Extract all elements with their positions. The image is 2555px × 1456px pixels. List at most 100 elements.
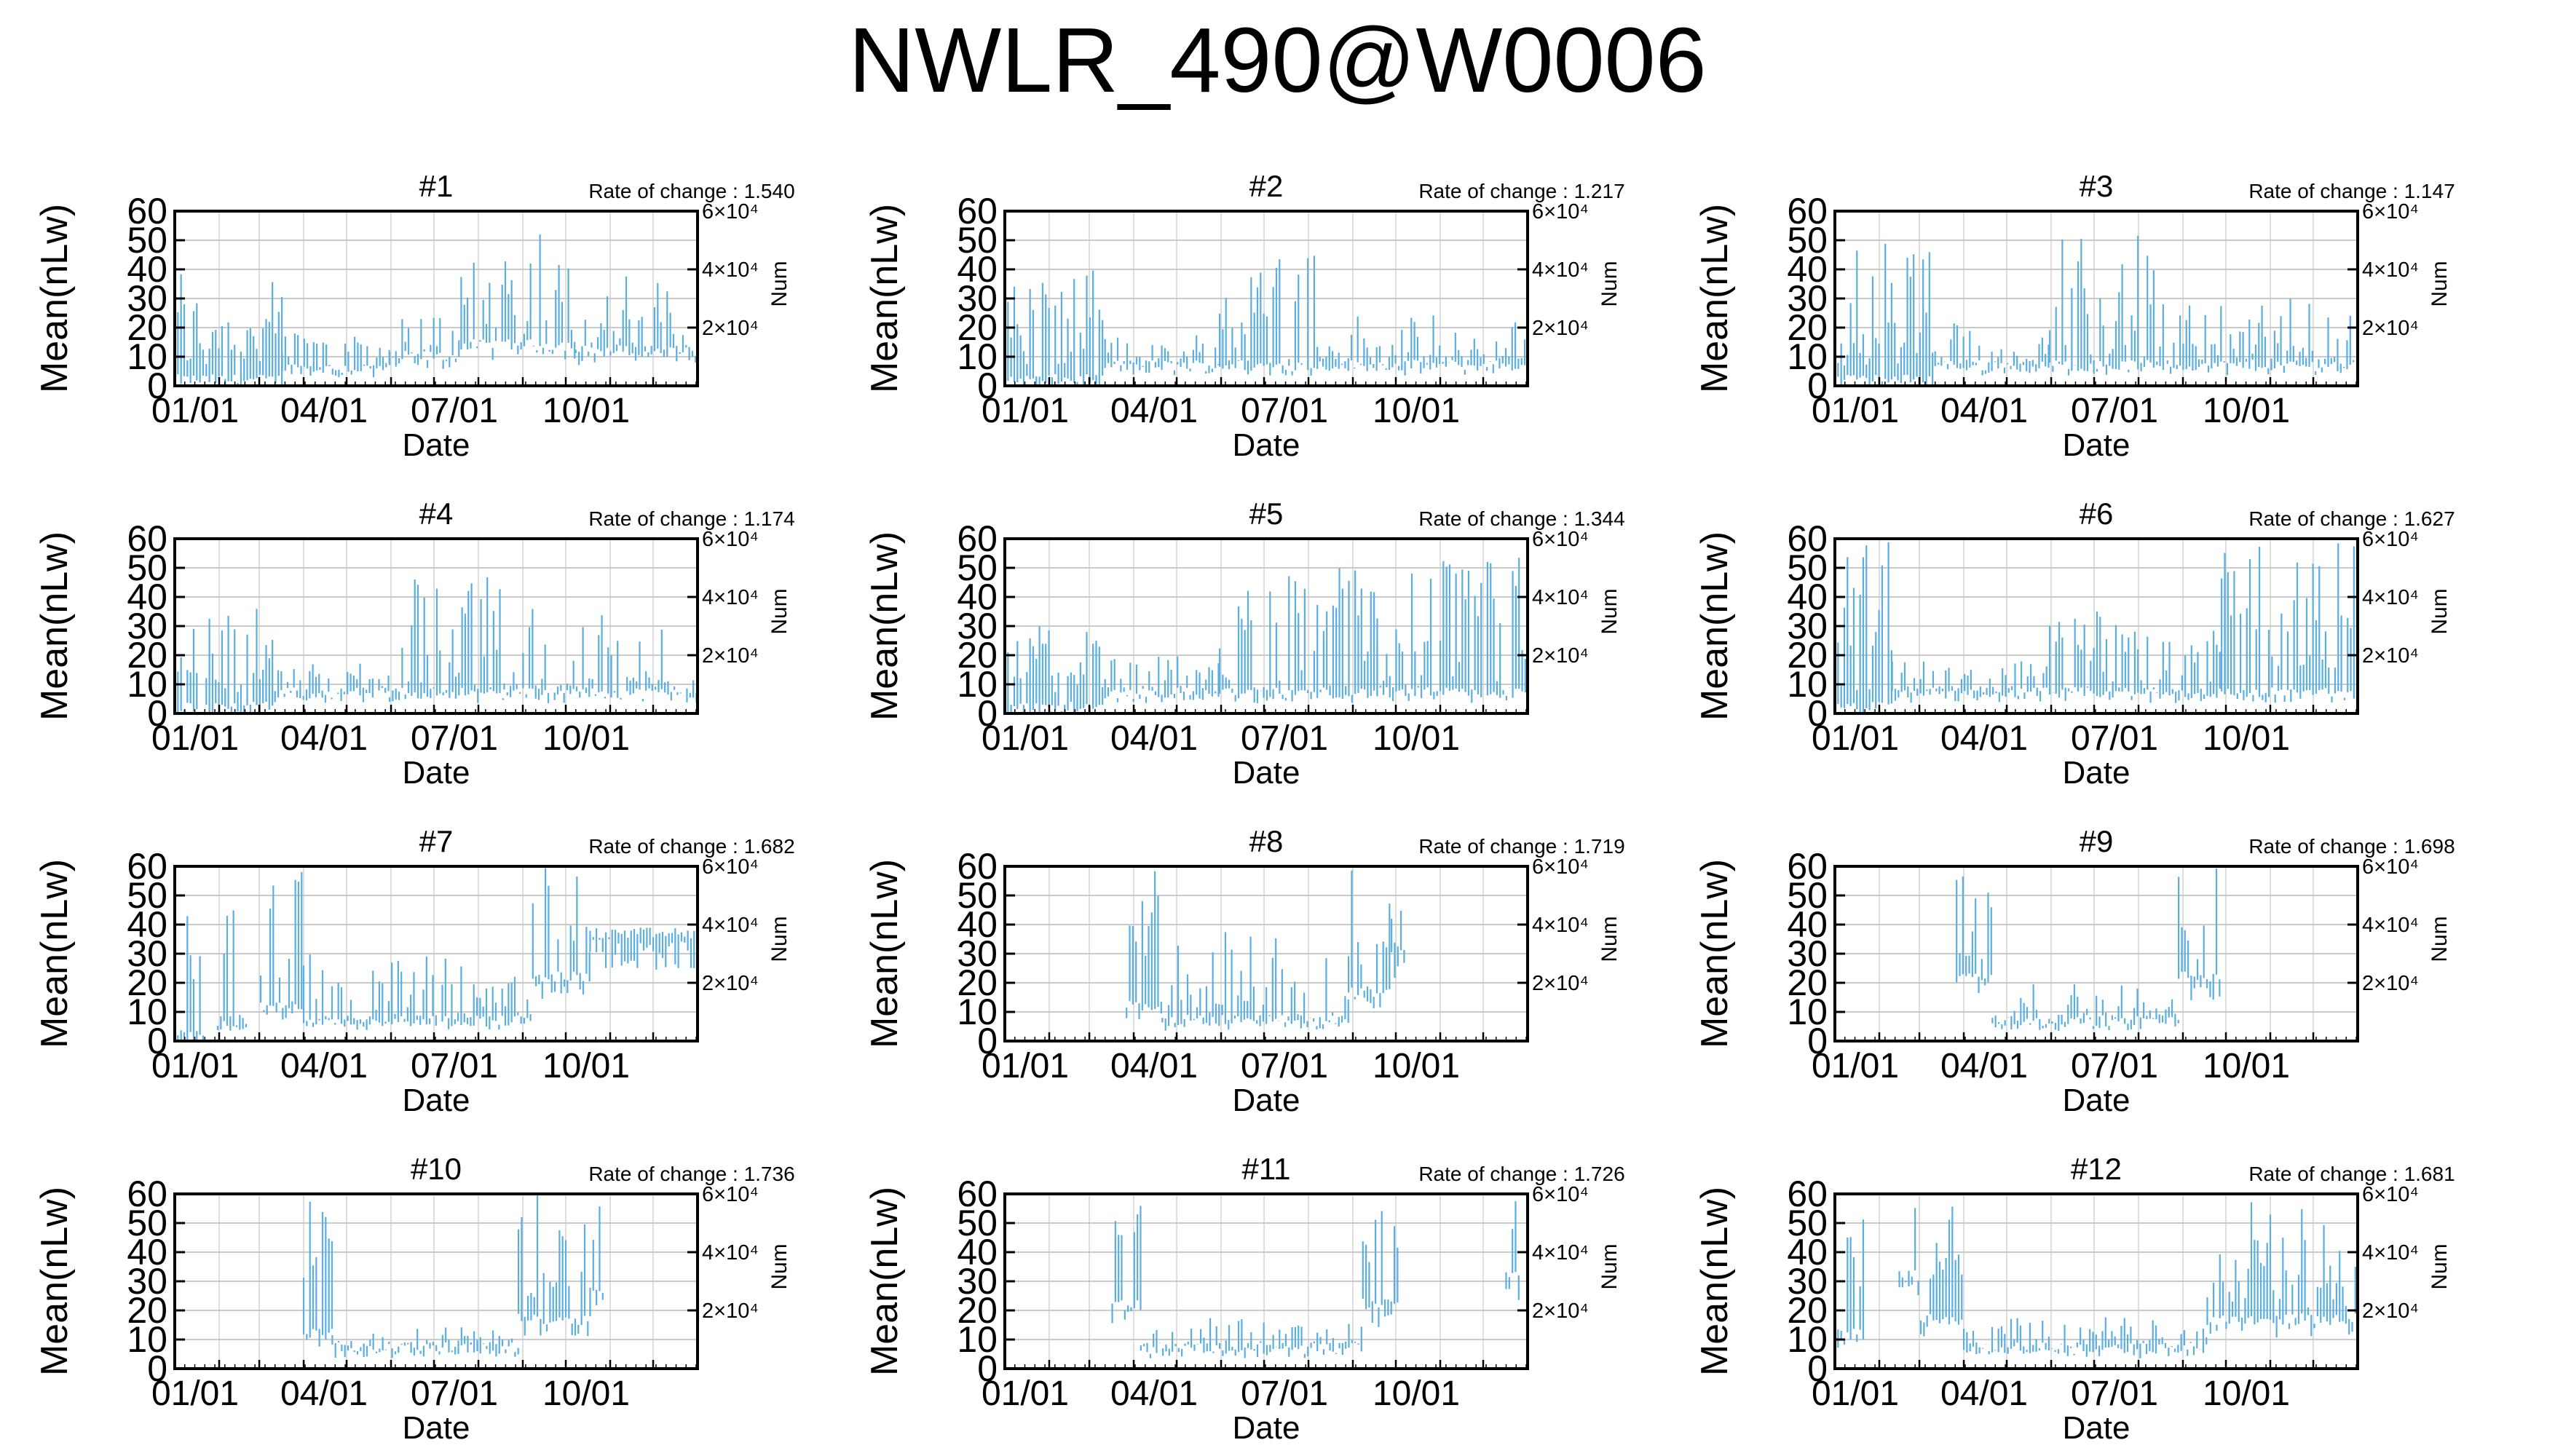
y2-tick-label: 6×10⁴ — [1532, 1183, 1589, 1206]
x-tick-label: 04/01 — [1940, 1047, 2028, 1085]
y-tick-label: 50 — [127, 220, 167, 261]
y-tick-label: 20 — [1787, 307, 1828, 348]
y-tick-label: 60 — [1787, 846, 1828, 887]
x-axis-label: Date — [2063, 427, 2131, 463]
y2-axis-label: Num — [767, 916, 791, 962]
x-tick-label: 07/01 — [411, 1374, 498, 1413]
series-lines — [173, 577, 698, 713]
x-tick-label: 04/01 — [1940, 1374, 2028, 1413]
panel-title: #11 — [1242, 1152, 1291, 1186]
y2-tick-label: 6×10⁴ — [702, 855, 759, 879]
y-tick-label: 40 — [957, 249, 998, 290]
y2-tick-label: 2×10⁴ — [1532, 1299, 1589, 1323]
y-tick-label: 10 — [957, 336, 998, 377]
y-tick-label: 10 — [957, 1319, 998, 1360]
y-axis-label: Mean(nLw) — [33, 531, 76, 721]
y-tick-label: 40 — [1787, 1232, 1828, 1273]
y-tick-label: 0 — [1807, 1021, 1828, 1061]
x-axis-label: Date — [2063, 1083, 2131, 1118]
x-tick-label: 07/01 — [1241, 719, 1328, 758]
y2-axis-label: Num — [2428, 261, 2452, 306]
x-tick-label: 10/01 — [2203, 719, 2290, 758]
y-tick-label: 20 — [1787, 635, 1828, 676]
x-tick-label: 01/01 — [982, 1374, 1069, 1413]
y-tick-label: 20 — [1787, 1290, 1828, 1331]
x-tick-label: 07/01 — [2071, 1047, 2158, 1085]
y-tick-label: 40 — [127, 904, 167, 945]
y2-tick-label: 6×10⁴ — [702, 200, 759, 223]
x-tick-label: 04/01 — [280, 1374, 368, 1413]
x-tick-label: 01/01 — [151, 1374, 239, 1413]
y-axis-label: Mean(nLw) — [1694, 859, 1736, 1048]
series-lines — [1003, 558, 1526, 713]
y-tick-label: 50 — [1787, 547, 1828, 588]
y2-tick-label: 2×10⁴ — [702, 644, 759, 668]
x-tick-label: 07/01 — [411, 1047, 498, 1085]
y-tick-label: 60 — [127, 518, 167, 559]
x-tick-label: 04/01 — [1110, 719, 1198, 758]
y2-tick-label: 2×10⁴ — [2362, 972, 2419, 995]
y2-axis-label: Num — [767, 261, 791, 306]
y2-tick-label: 4×10⁴ — [2362, 258, 2419, 282]
y-tick-label: 10 — [957, 664, 998, 705]
y-tick-label: 20 — [957, 962, 998, 1003]
panel-title: #12 — [2071, 1152, 2122, 1186]
y2-tick-label: 6×10⁴ — [1532, 528, 1589, 551]
rate-of-change: Rate of change : 1.174 — [588, 507, 794, 530]
y2-axis-label: Num — [1598, 1243, 1622, 1289]
y-tick-label: 60 — [127, 191, 167, 232]
y-tick-label: 0 — [977, 1348, 998, 1389]
y2-tick-label: 6×10⁴ — [1532, 200, 1589, 223]
x-tick-label: 04/01 — [1940, 719, 2028, 758]
y-tick-label: 50 — [957, 875, 998, 916]
series-lines — [173, 234, 697, 386]
y-tick-label: 40 — [957, 1232, 998, 1273]
x-tick-label: 07/01 — [1241, 392, 1328, 430]
y-tick-label: 10 — [127, 992, 167, 1032]
x-axis-label: Date — [403, 755, 470, 791]
y-tick-label: 10 — [957, 992, 998, 1032]
y2-tick-label: 2×10⁴ — [702, 1299, 759, 1323]
rate-of-change: Rate of change : 1.681 — [2248, 1163, 2455, 1185]
y-tick-label: 10 — [127, 1319, 167, 1360]
y-tick-label: 60 — [957, 846, 998, 887]
series-lines — [302, 1194, 604, 1358]
y2-tick-label: 4×10⁴ — [1532, 914, 1589, 937]
y2-axis-label: Num — [767, 1243, 791, 1289]
y-tick-label: 0 — [147, 693, 167, 734]
y2-tick-label: 6×10⁴ — [702, 528, 759, 551]
series-lines — [1126, 870, 1405, 1031]
y-tick-label: 20 — [127, 962, 167, 1003]
panel-title: #9 — [2080, 824, 2114, 858]
panel-title: #8 — [1249, 824, 1284, 858]
y-tick-label: 40 — [127, 249, 167, 290]
x-tick-label: 04/01 — [1940, 392, 2028, 430]
x-tick-label: 07/01 — [1241, 1374, 1328, 1413]
rate-of-change: Rate of change : 1.147 — [2248, 180, 2455, 202]
y-tick-label: 50 — [1787, 875, 1828, 916]
y2-tick-label: 2×10⁴ — [1532, 972, 1589, 995]
x-tick-label: 04/01 — [1110, 1374, 1198, 1413]
y-tick-label: 40 — [1787, 577, 1828, 617]
y-tick-label: 0 — [147, 1348, 167, 1389]
rate-of-change: Rate of change : 1.627 — [2248, 507, 2455, 530]
y2-axis-label: Num — [767, 588, 791, 634]
x-tick-label: 10/01 — [542, 1374, 630, 1413]
y-tick-label: 20 — [957, 307, 998, 348]
y-tick-label: 50 — [127, 547, 167, 588]
y-tick-label: 10 — [1787, 664, 1828, 705]
panel-title: #2 — [1249, 169, 1284, 203]
y-tick-label: 10 — [127, 664, 167, 705]
y-tick-label: 10 — [127, 336, 167, 377]
x-axis-label: Date — [1233, 427, 1300, 463]
series-lines — [1833, 542, 2358, 713]
y2-tick-label: 6×10⁴ — [702, 1183, 759, 1206]
y-tick-label: 40 — [1787, 904, 1828, 945]
x-tick-label: 07/01 — [2071, 1374, 2158, 1413]
x-tick-label: 01/01 — [1812, 1374, 1899, 1413]
y-tick-label: 30 — [127, 933, 167, 974]
y-tick-label: 30 — [957, 278, 998, 319]
